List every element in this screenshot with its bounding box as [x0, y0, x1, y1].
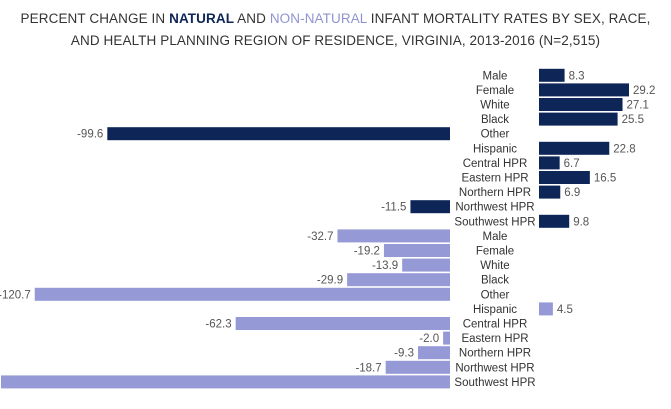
bar-natural-central-hpr	[539, 156, 560, 170]
category-label-natural-black: Black	[481, 114, 509, 126]
value-label-non-natural-northern-hpr: -9.3	[394, 348, 414, 360]
category-label-non-natural-central-hpr: Central HPR	[463, 319, 528, 331]
bar-non-natural-white	[402, 258, 450, 272]
category-label-natural-central-hpr: Central HPR	[463, 158, 528, 170]
category-label-natural-white: White	[480, 100, 509, 112]
bar-non-natural-central-hpr	[235, 317, 450, 330]
category-label-non-natural-female: Female	[476, 246, 514, 258]
category-label-natural-hispanic: Hispanic	[473, 143, 517, 155]
value-label-non-natural-black: -29.9	[317, 275, 343, 287]
category-label-non-natural-southwest-hpr: Southwest HPR	[454, 377, 535, 389]
bar-non-natural-northern-hpr	[418, 346, 450, 360]
title-natural: NATURAL	[169, 11, 235, 26]
bar-non-natural-northwest-hpr	[385, 360, 450, 374]
bar-non-natural-other	[34, 287, 450, 301]
bar-natural-northwest-hpr	[410, 200, 450, 214]
title-non-natural: NON-NATURAL	[269, 11, 367, 26]
chart-title-line-1: PERCENT CHANGE IN NATURAL AND NON-NATURA…	[0, 8, 671, 30]
bar-natural-black	[539, 112, 618, 126]
bar-non-natural-southwest-hpr	[1, 375, 450, 389]
value-label-non-natural-eastern-hpr: -2.0	[419, 333, 439, 345]
value-label-non-natural-central-hpr: -62.3	[205, 319, 231, 331]
value-label-non-natural-hispanic: 4.5	[557, 304, 573, 316]
category-label-non-natural-eastern-hpr: Eastern HPR	[461, 333, 528, 345]
category-label-non-natural-northern-hpr: Northern HPR	[459, 348, 531, 360]
value-label-natural-female: 29.2	[633, 85, 655, 97]
value-label-non-natural-northwest-hpr: -18.7	[355, 362, 381, 374]
value-label-natural-other: -99.6	[77, 129, 103, 141]
category-label-non-natural-northwest-hpr: Northwest HPR	[455, 362, 534, 374]
category-label-non-natural-hispanic: Hispanic	[473, 304, 517, 316]
value-label-non-natural-other: -120.7	[0, 289, 31, 301]
bar-non-natural-male	[337, 229, 450, 243]
bar-natural-northern-hpr	[539, 185, 561, 199]
value-label-natural-southwest-hpr: 9.8	[573, 216, 589, 228]
title-suffix: INFANT MORTALITY RATES BY SEX, RACE,	[366, 11, 651, 26]
bar-natural-female	[539, 83, 629, 97]
title-and: AND	[234, 11, 270, 26]
category-label-non-natural-black: Black	[481, 275, 509, 287]
category-label-natural-eastern-hpr: Eastern HPR	[461, 173, 528, 185]
category-label-non-natural-male: Male	[483, 231, 508, 243]
value-label-non-natural-male: -32.7	[307, 231, 333, 243]
category-label-natural-southwest-hpr: Southwest HPR	[454, 216, 535, 228]
value-label-natural-male: 8.3	[569, 70, 585, 82]
value-label-natural-central-hpr: 6.7	[564, 158, 580, 170]
bar-natural-eastern-hpr	[539, 171, 590, 184]
bar-natural-hispanic	[539, 141, 610, 155]
bar-non-natural-female	[383, 244, 450, 257]
category-label-natural-other: Other	[481, 129, 510, 141]
category-label-natural-male: Male	[483, 70, 508, 82]
value-label-non-natural-white: -13.9	[372, 260, 398, 272]
chart-title: PERCENT CHANGE IN NATURAL AND NON-NATURA…	[0, 8, 671, 52]
title-prefix: PERCENT CHANGE IN	[20, 11, 170, 26]
bar-non-natural-eastern-hpr	[443, 331, 450, 345]
category-label-non-natural-white: White	[480, 260, 509, 272]
bar-non-natural-black	[347, 273, 450, 287]
value-label-natural-northwest-hpr: -11.5	[381, 202, 406, 214]
bar-non-natural-hispanic	[539, 302, 553, 316]
bar-natural-white	[539, 98, 623, 111]
bar-natural-southwest-hpr	[539, 214, 570, 228]
value-label-natural-black: 25.5	[622, 114, 644, 126]
category-label-natural-northern-hpr: Northern HPR	[459, 187, 531, 199]
value-label-natural-white: 27.1	[627, 100, 649, 112]
value-label-natural-hispanic: 22.8	[613, 143, 635, 155]
category-label-natural-female: Female	[476, 85, 514, 97]
chart-title-line-2: AND HEALTH PLANNING REGION OF RESIDENCE,…	[70, 33, 601, 48]
category-label-non-natural-other: Other	[481, 289, 510, 301]
bar-natural-other	[107, 127, 450, 141]
value-label-natural-northern-hpr: 6.9	[564, 187, 580, 199]
bar-natural-male	[539, 68, 565, 82]
value-label-non-natural-female: -19.2	[354, 246, 380, 258]
category-label-natural-northwest-hpr: Northwest HPR	[455, 202, 534, 214]
value-label-natural-eastern-hpr: 16.5	[594, 173, 616, 185]
